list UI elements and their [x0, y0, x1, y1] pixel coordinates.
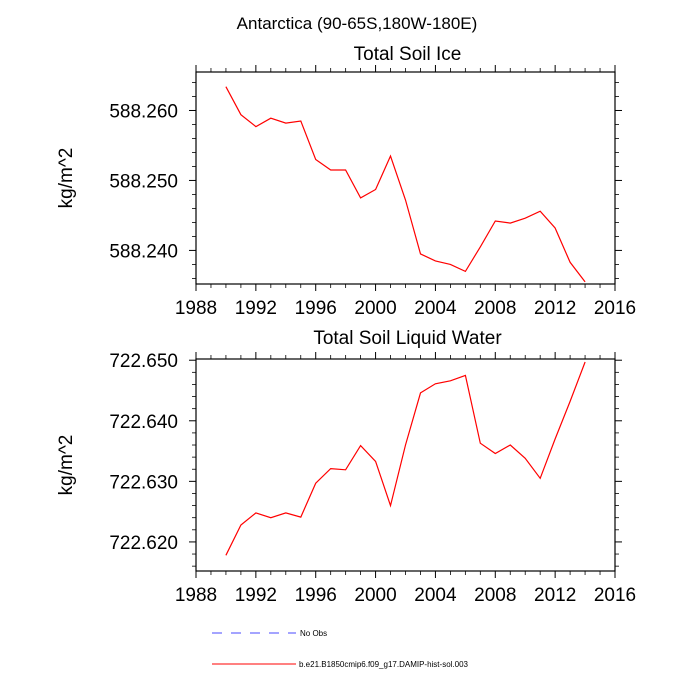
- y-tick-label: 588.260: [109, 101, 178, 122]
- x-tick-label: 1988: [175, 298, 217, 319]
- x-tick-label: 1988: [175, 585, 217, 606]
- x-tick-label: 1992: [235, 585, 277, 606]
- chart-panel-1: Total Soil Ice kg/m^2 1988 1992 1996 2000 2004…: [56, 44, 636, 319]
- legend-item: b.e21.B1850cmip6.f09_g17.DAMIP-hist-sol.…: [212, 660, 469, 669]
- legend-item: No Obs: [212, 629, 327, 638]
- y-axis-label: kg/m^2: [56, 435, 77, 496]
- y-axis-label: kg/m^2: [56, 148, 77, 209]
- figure-title: Antarctica (90-65S,180W-180E): [237, 14, 478, 33]
- legend: No Obs b.e21.B1850cmip6.f09_g17.DAMIP-his…: [212, 629, 469, 669]
- x-tick-label: 2000: [354, 585, 396, 606]
- x-tick-label: 1992: [235, 298, 277, 319]
- x-tick-label: 2016: [594, 298, 636, 319]
- series-line: [225, 361, 586, 556]
- y-tick-label: 588.240: [109, 241, 178, 262]
- x-tick-label: 2008: [474, 298, 516, 319]
- y-tick-label: 722.640: [109, 412, 178, 433]
- y-tick-label: 588.250: [109, 171, 178, 192]
- x-tick-label: 1996: [295, 585, 337, 606]
- chart-panels: Total Soil Ice kg/m^2 1988 1992 1996 2000 2004…: [56, 44, 636, 606]
- legend-label: No Obs: [300, 629, 327, 638]
- x-tick-label: 2004: [414, 298, 457, 319]
- plot-frame: [195, 71, 616, 285]
- y-tick-label: 722.630: [109, 472, 178, 493]
- x-tick-label: 2008: [474, 585, 516, 606]
- legend-label: b.e21.B1850cmip6.f09_g17.DAMIP-hist-sol.…: [299, 660, 469, 669]
- x-tick-label: 1996: [295, 298, 337, 319]
- x-tick-label: 2012: [534, 585, 576, 606]
- chart-panel-2: Total Soil Liquid Water kg/m^2 1988 1992 199…: [56, 328, 636, 606]
- x-tick-label: 2004: [414, 585, 457, 606]
- x-tick-label: 2016: [594, 585, 636, 606]
- panel-title: Total Soil Liquid Water: [313, 328, 502, 349]
- x-tick-label: 2000: [354, 298, 396, 319]
- y-tick-label: 722.650: [109, 351, 178, 372]
- series-line: [225, 86, 586, 283]
- x-tick-label: 2012: [534, 298, 576, 319]
- y-tick-label: 722.620: [109, 533, 178, 554]
- panel-title: Total Soil Ice: [354, 44, 462, 65]
- plot-frame: [195, 358, 616, 572]
